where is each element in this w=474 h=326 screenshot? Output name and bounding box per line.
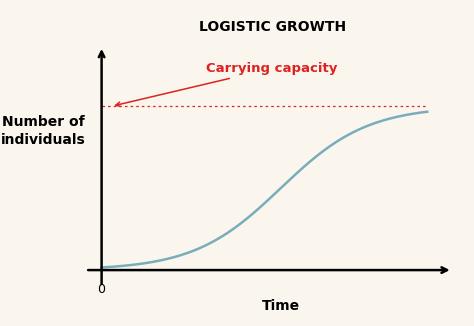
Text: Number of
individuals: Number of individuals <box>0 115 85 147</box>
Text: 0: 0 <box>98 283 106 296</box>
Text: Time: Time <box>262 300 300 314</box>
Text: Carrying capacity: Carrying capacity <box>116 62 337 106</box>
Title: LOGISTIC GROWTH: LOGISTIC GROWTH <box>199 20 346 34</box>
